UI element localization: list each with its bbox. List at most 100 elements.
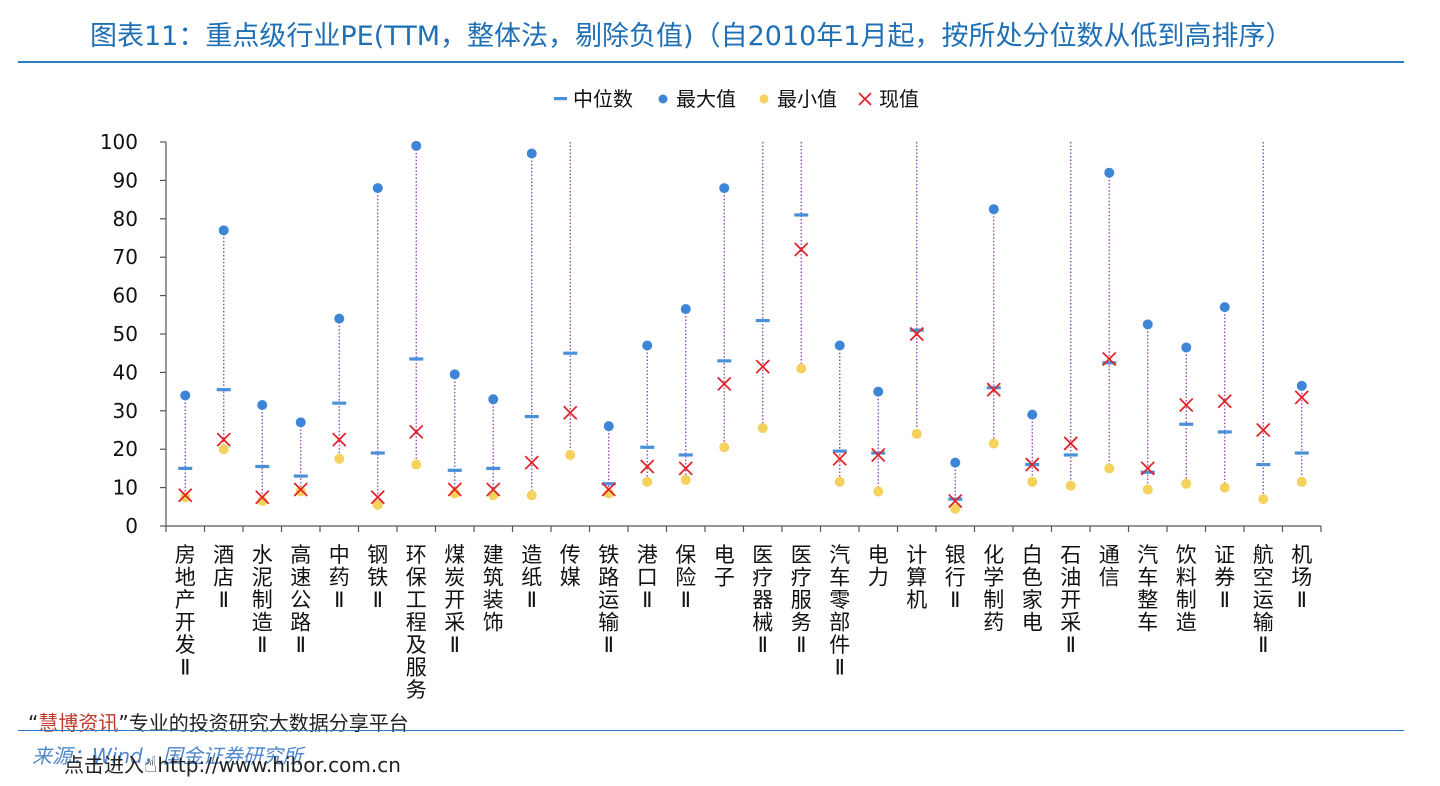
y-tick-label: 90 <box>113 168 138 192</box>
median-mark <box>1256 462 1271 467</box>
current-x-stroke <box>447 482 462 497</box>
current-point <box>524 455 539 470</box>
y-tick-label: 60 <box>113 284 138 308</box>
category-label: 饮料制造 <box>1176 543 1197 635</box>
current-point <box>640 459 655 474</box>
hibor-link[interactable]: 点击进入☝http://www.hibor.com.cn <box>64 749 401 778</box>
y-tick-label: 80 <box>113 207 138 231</box>
y-tick-label: 70 <box>113 245 138 269</box>
median-mark <box>216 388 231 392</box>
median-mark <box>1140 470 1155 474</box>
current-point <box>332 432 347 447</box>
category-label: 白色家电 <box>1022 543 1043 635</box>
max-point <box>950 457 961 468</box>
category-label: 保险 Ⅱ <box>675 543 696 612</box>
category-label: 高速公路 Ⅱ <box>290 543 311 657</box>
current-point <box>678 461 693 476</box>
min-point <box>680 474 691 485</box>
median-mark <box>678 453 693 457</box>
min-point <box>180 492 191 503</box>
quote-open: “ <box>28 711 39 735</box>
link-url[interactable]: http://www.hibor.com.cn <box>157 753 401 777</box>
median-mark <box>178 466 193 470</box>
min-point <box>1027 476 1038 487</box>
current-point <box>563 405 578 420</box>
current-point <box>909 326 924 342</box>
current-x-stroke <box>1294 390 1309 405</box>
min-point <box>834 476 845 487</box>
max-point <box>411 140 422 151</box>
legend-label: 中位数 <box>573 87 633 111</box>
current-point <box>216 432 231 447</box>
current-point <box>178 488 193 503</box>
current-x-stroke <box>986 382 1001 397</box>
min-point <box>1296 476 1307 487</box>
current-point <box>1179 397 1194 413</box>
min-point <box>565 449 576 460</box>
footer-divider <box>18 730 1404 731</box>
category-label: 港口 Ⅱ <box>637 543 658 612</box>
current-x-stroke <box>832 451 847 466</box>
median-mark <box>486 466 501 470</box>
max-point <box>218 225 229 236</box>
current-x-stroke <box>601 482 616 497</box>
median-mark <box>986 386 1001 390</box>
max-point <box>1219 302 1230 313</box>
min-point <box>719 442 730 453</box>
pointer-hand-icon: ☝ <box>144 753 158 778</box>
legend-label: 现值 <box>879 87 919 111</box>
y-tick-label: 100 <box>100 130 138 154</box>
category-label: 造纸 Ⅱ <box>521 543 542 612</box>
current-point <box>1256 422 1271 438</box>
source-note: 来源：Wind，国金证券研究所 <box>32 744 303 768</box>
category-label: 计算机 <box>906 543 927 612</box>
max-point <box>1296 380 1307 391</box>
legend-label: 最大值 <box>676 87 736 111</box>
current-point <box>255 490 270 505</box>
median-mark <box>1179 422 1194 426</box>
current-x-stroke <box>486 482 501 497</box>
min-point <box>411 459 422 470</box>
y-tick-label: 50 <box>113 322 138 346</box>
median-mark <box>640 445 655 449</box>
current-x-stroke <box>1217 394 1232 409</box>
legend-x-stroke <box>858 92 872 106</box>
current-point <box>794 242 809 257</box>
current-x-stroke <box>909 326 924 342</box>
current-x-stroke <box>1140 461 1155 476</box>
current-x-stroke <box>178 488 193 503</box>
median-mark <box>755 318 770 323</box>
current-point <box>1294 390 1309 405</box>
category-label: 医疗器械 Ⅱ <box>752 543 773 657</box>
median-mark <box>293 474 308 478</box>
category-label: 通信 <box>1099 543 1120 590</box>
median-mark <box>332 401 347 405</box>
category-label: 电力 <box>868 543 889 590</box>
current-point <box>409 424 424 440</box>
median-mark <box>1102 361 1117 365</box>
min-point <box>1258 494 1269 505</box>
min-point <box>1181 478 1192 489</box>
category-label: 煤炭开采 Ⅱ <box>444 543 465 657</box>
current-point <box>1025 457 1040 472</box>
max-point <box>719 183 730 194</box>
current-x-stroke <box>332 432 347 447</box>
category-label: 石油开采 Ⅱ <box>1060 543 1081 657</box>
y-tick-label: 10 <box>113 476 138 500</box>
current-x-stroke <box>871 447 886 463</box>
min-point <box>1219 482 1230 493</box>
category-label: 汽车零部件 Ⅱ <box>829 543 850 680</box>
category-label: 化学制药 <box>983 543 1004 635</box>
max-point <box>1142 319 1153 330</box>
category-label: 钢铁 Ⅱ <box>367 543 388 612</box>
current-x-stroke <box>216 432 231 447</box>
current-point <box>486 482 501 497</box>
min-point <box>295 486 306 497</box>
current-x-stroke <box>640 459 655 474</box>
max-point <box>1104 167 1115 178</box>
median-mark <box>409 357 424 361</box>
max-point <box>180 390 191 401</box>
median-mark <box>871 451 886 455</box>
current-point <box>1217 394 1232 409</box>
max-point <box>257 400 268 411</box>
